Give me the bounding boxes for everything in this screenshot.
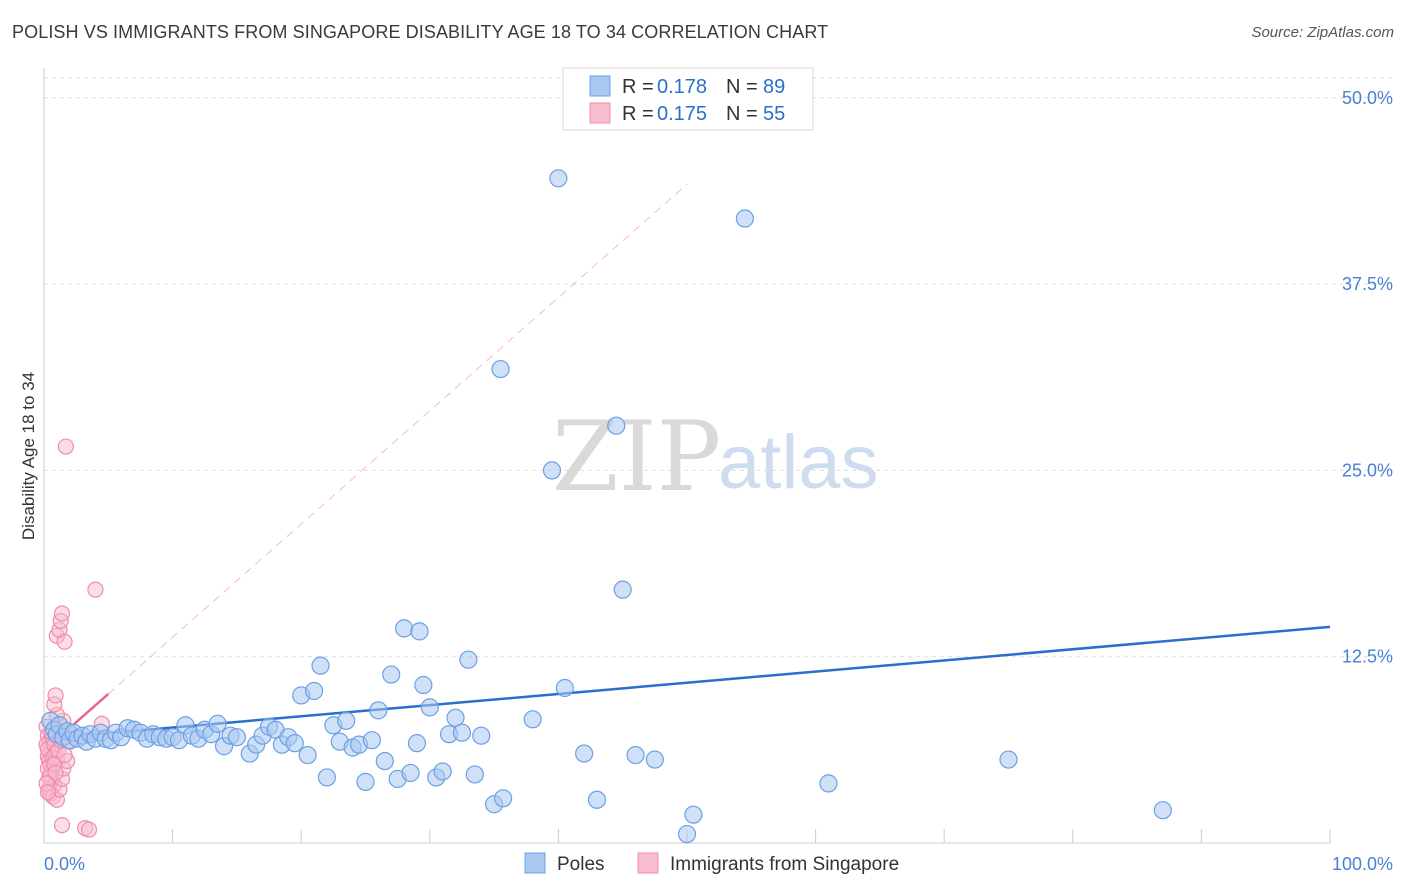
singapore-point [56,633,73,650]
x-tick-label-min: 0.0% [44,854,85,874]
poles-point [369,701,388,720]
singapore-point [53,605,71,622]
y-axis-title: Disability Age 18 to 34 [19,372,38,540]
poles-point [555,678,574,698]
poles-point [542,461,562,480]
poles-point [491,359,510,379]
x-tick-label-max: 100.0% [1332,854,1393,874]
bottom-legend-swatch-poles [524,852,546,874]
singapore-point [56,746,73,764]
poles-point [420,698,439,717]
poles-point [401,763,420,783]
bottom-legend-swatch-singapore [637,852,659,874]
bottom-legend-label-poles: Poles [557,854,605,875]
singapore-point [80,821,98,838]
legend-swatch-poles [589,75,611,97]
singapore-point [87,581,104,598]
poles-point [645,750,664,769]
singapore-point [47,764,64,782]
poles-point [208,714,227,733]
poles-point [433,762,452,781]
legend-n-value-singapore: 55 [763,103,785,125]
poles-point [337,711,356,730]
legend-r-value-singapore: 0.175 [657,103,707,125]
poles-point [382,665,401,684]
poles-points [41,169,1172,844]
y-tick-label: 37.5% [1342,274,1393,294]
poles-point [735,209,754,228]
chart-title: POLISH VS IMMIGRANTS FROM SINGAPORE DISA… [12,22,829,42]
poles-point [677,824,697,844]
poles-point [626,745,645,765]
poles-point [410,622,429,641]
poles-point [407,734,427,753]
poles-point [587,790,607,809]
poles-point [394,619,414,638]
y-tick-labels: 12.5% 25.0% 37.5% 50.0% [1342,88,1393,667]
y-tick-label: 12.5% [1342,647,1393,667]
singapore-point [39,784,56,801]
poles-point [227,728,246,747]
singapore-point [57,438,74,455]
poles-point [613,580,632,599]
poles-point [317,768,337,787]
poles-point [607,416,626,435]
watermark-atlas: atlas [718,420,879,505]
singapore-trend-extension [107,183,688,695]
poles-point [684,805,703,824]
y-tick-label: 50.0% [1342,88,1393,108]
poles-point [298,745,317,765]
poles-point [819,774,838,793]
poles-point [414,675,433,695]
poles-point [494,789,513,808]
legend-r-value-poles: 0.178 [657,76,707,98]
poles-point [375,751,394,771]
watermark-zip: ZIP [552,401,721,513]
poles-point [304,681,324,701]
singapore-points [38,438,110,838]
poles-point [311,656,330,675]
poles-point [999,750,1018,769]
legend-n-label-poles: N = [726,76,758,98]
poles-point [465,765,484,784]
poles-point [362,731,382,750]
legend-n-label-singapore: N = [726,103,758,125]
bottom-legend-label-singapore: Immigrants from Singapore [670,854,899,875]
poles-point [285,734,304,753]
poles-point [472,726,491,745]
series-legend: Poles Immigrants from Singapore [524,852,899,875]
singapore-point [47,687,64,704]
legend-n-value-poles: 89 [763,76,785,98]
gridlines [44,77,1393,658]
legend-r-label-singapore: R = [622,103,654,125]
singapore-point [53,817,71,834]
y-tick-label: 25.0% [1342,460,1393,480]
legend-swatch-singapore [589,102,611,124]
legend-r-label-poles: R = [622,76,654,98]
poles-point [459,650,478,669]
poles-point [549,169,568,188]
poles-point [523,710,542,729]
correlation-legend: R = 0.178 N = 89 R = 0.175 N = 55 [562,67,814,131]
source-attribution: Source: ZipAtlas.com [1251,24,1394,41]
poles-point [575,744,594,763]
x-ticks [172,829,1331,843]
poles-point [452,723,472,742]
poles-point [1153,801,1172,820]
poles-point [356,772,375,791]
poles-trend-line [43,625,1331,740]
